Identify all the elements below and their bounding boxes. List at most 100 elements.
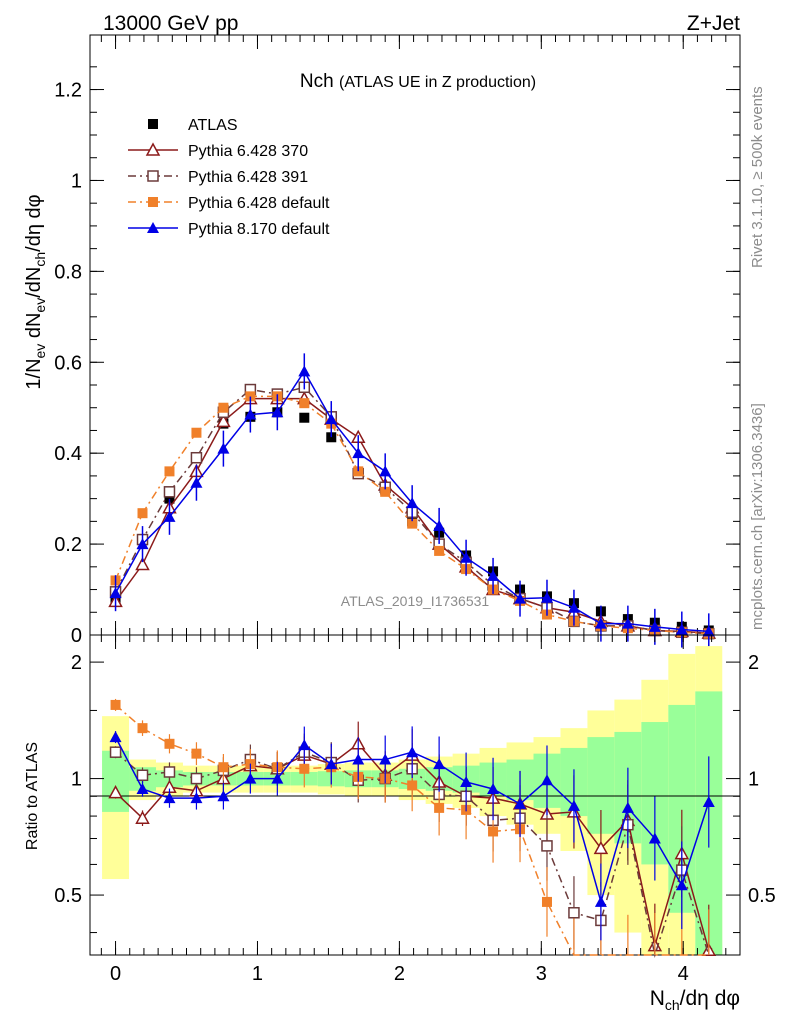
marker-triangle-open [135,556,150,571]
marker-square [245,391,256,402]
marker-square-open [568,907,580,919]
marker-triangle [217,790,230,802]
marker-triangle [271,406,284,418]
marker-triangle-open [216,413,231,428]
marker-square [326,432,337,443]
y-tick-label: 0.8 [54,261,82,283]
marker-triangle [702,795,715,807]
marker-square [164,493,175,504]
marker-triangle [648,620,661,632]
ratio-axis-ticks: 0.5 0.5 1 1 2 2 0 1 2 3 4 [54,635,776,985]
marker-square [137,723,148,734]
marker-square [191,427,202,438]
marker-square [148,119,158,129]
ratio-series-4 [109,726,715,941]
ratio-tick-label: 0.5 [54,885,82,907]
marker-triangle [352,753,365,765]
marker-square [299,763,310,774]
marker-square-open [190,772,203,785]
marker-triangle [433,519,446,531]
marker-triangle-open [593,840,609,855]
marker-triangle [163,510,176,522]
marker-triangle [702,625,715,637]
marker-square-open [163,766,176,778]
y-tick-label: 0 [71,625,82,647]
marker-triangle [352,447,365,459]
marker-triangle [406,497,419,509]
x-tick-label: 2 [394,963,405,985]
marker-square [148,197,158,207]
watermark: ATLAS_2019_I1736531 [341,593,490,609]
marker-triangle [325,758,338,770]
marker-square-open [163,486,176,498]
legend: ATLAS Pythia 6.428 370 Pythia 6.428 391 Pyt… [128,117,330,238]
y-tick-label: 0.2 [54,534,82,556]
marker-triangle [325,413,338,425]
marker-square [407,780,418,791]
marker-square [434,545,445,556]
series-4 [109,353,715,650]
marker-triangle [147,222,159,233]
marker-square [353,466,364,477]
mcplots-label: mcplots.cern.ch [arXiv:1306.3436] [749,403,766,630]
marker-square-open [190,451,203,464]
y-axis-label: 1/Nev dNev/dNch/dη dφ [23,194,48,389]
marker-triangle [487,782,500,794]
marker-triangle [298,365,311,377]
marker-triangle [244,408,257,420]
marker-triangle-open [145,142,161,156]
ratio-series [108,698,717,958]
marker-square [191,748,202,759]
legend-label: ATLAS [188,117,238,134]
plot-title-sub: (ATLAS UE in Z production) [339,74,536,91]
marker-triangle [217,442,230,454]
main-axis-ticks: 0 0.2 0.4 0.6 0.8 1 1.2 [54,35,740,647]
marker-triangle [675,623,688,635]
marker-triangle [136,538,149,550]
marker-triangle [540,591,553,603]
marker-triangle [136,782,149,794]
marker-square [164,738,175,749]
marker-triangle [190,476,203,488]
marker-triangle [594,895,607,907]
plot-title-main: Nch [300,71,334,92]
marker-square-open [147,170,159,182]
marker-square [299,398,310,409]
marker-triangle [514,592,527,604]
ratio-tick-label: 2 [71,652,82,674]
marker-triangle [675,879,688,891]
marker-triangle [406,746,419,758]
marker-square [218,402,229,413]
marker-triangle [621,801,634,813]
marker-triangle-open [108,785,123,799]
marker-triangle [433,758,446,770]
main-series [108,353,717,650]
marker-square [541,896,552,907]
ratio-tick-label-right: 1 [748,769,759,791]
marker-square [110,699,121,710]
x-tick-label: 4 [678,963,689,985]
rivet-label: Rivet 3.1.10, ≥ 500k events [749,86,766,268]
marker-square-open [541,840,553,852]
marker-triangle [540,774,553,786]
marker-triangle [190,792,203,804]
marker-triangle [648,832,661,844]
x-axis-label: Nch/dη dφ [650,987,740,1013]
marker-square-open [136,769,149,782]
ratio-frame [89,634,741,956]
y-tick-label: 1 [71,170,82,192]
x-tick-label: 3 [536,963,547,985]
marker-triangle [514,797,527,809]
marker-triangle [460,775,473,787]
ratio-y-axis-label: Ratio to ATLAS [24,742,41,850]
y-tick-label: 0.6 [54,352,82,374]
marker-triangle [163,792,176,804]
marker-square [434,802,445,813]
marker-square [488,826,499,837]
marker-square [137,508,148,519]
marker-square [380,486,391,497]
marker-square [407,518,418,529]
marker-square [218,762,229,773]
marker-triangle-open [135,810,150,824]
